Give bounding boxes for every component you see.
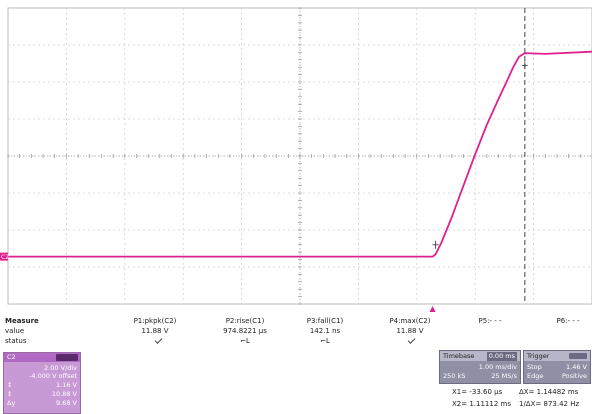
status-pulse-icon: ⌐L	[240, 337, 250, 345]
channel-ground-label: C2	[1, 254, 9, 261]
channel-vdiv: 2.00 V/div	[44, 364, 77, 372]
param-name[interactable]: P3:fall(C1)	[306, 317, 344, 325]
trigger-panel[interactable]: Trigger Stop 1.46 V Edge Positive	[523, 350, 591, 384]
param-value: 11.88 V	[141, 327, 169, 335]
oscilloscope-plot: C2	[0, 7, 592, 312]
trigger-badge	[569, 353, 587, 359]
param-value: 142.1 ns	[309, 327, 341, 335]
measure-value-row-label: value	[5, 327, 25, 335]
cursor-y1-label: ↕	[7, 381, 13, 389]
cursor-dy-value: 9.68 V	[56, 399, 77, 407]
timebase-per-div: 1.00 ms/div	[478, 363, 517, 371]
timebase-rate: 25 MS/s	[491, 372, 517, 380]
trigger-position-marker	[429, 306, 436, 312]
cursor-dy-label: Δy	[7, 399, 16, 407]
measure-status-row-label: status	[5, 337, 27, 345]
trigger-type: Edge	[527, 372, 544, 380]
cursor-y1-value: 1.16 V	[56, 381, 77, 389]
channel-offset: -4.000 V offset	[29, 372, 77, 380]
trigger-slope: Positive	[561, 372, 587, 380]
param-name[interactable]: P2:rise(C1)	[225, 317, 265, 325]
param-name[interactable]: P1:pkpk(C2)	[133, 317, 177, 325]
param-value: 11.88 V	[396, 327, 424, 335]
channel-ground-marker	[0, 252, 8, 261]
cursor-y2-value: 10.88 V	[51, 390, 77, 398]
waveform-trace	[8, 50, 592, 258]
cursor-x1: X1= -33.60 µs	[452, 388, 503, 396]
cursor-x2: X2= 1.11112 ms	[452, 400, 511, 408]
trigger-label: Trigger	[527, 352, 550, 360]
param-name[interactable]: P6:- - -	[556, 317, 580, 325]
cursor-y2-label: ↕	[7, 390, 13, 398]
cursor-dx: ΔX= 1.14482 ms	[519, 388, 579, 396]
timebase-label: Timebase	[443, 352, 475, 360]
timebase-delay: 0.00 ms	[486, 352, 517, 361]
trigger-level: 1.46 V	[566, 363, 587, 371]
status-pulse-icon: ⌐L	[320, 337, 330, 345]
status-check-icon	[407, 336, 416, 344]
param-name[interactable]: P4:max(C2)	[389, 317, 431, 325]
measure-header: Measure	[5, 317, 39, 325]
channel-label: C2	[7, 353, 16, 361]
timebase-samples: 250 kS	[443, 372, 466, 380]
trigger-mode: Stop	[527, 363, 542, 371]
status-check-icon	[154, 336, 163, 344]
channel-badge	[56, 354, 78, 361]
cursor-inv-dx: 1/ΔX= 873.42 Hz	[519, 400, 580, 408]
timebase-panel[interactable]: Timebase 0.00 ms 1.00 ms/div 250 kS 25 M…	[439, 350, 521, 384]
param-name[interactable]: P5:- - -	[478, 317, 502, 325]
channel-descriptor[interactable]: C2 2.00 V/div -4.000 V offset ↕ 1.16 V ↕…	[3, 352, 81, 414]
param-value: 974.8221 µs	[223, 327, 267, 335]
